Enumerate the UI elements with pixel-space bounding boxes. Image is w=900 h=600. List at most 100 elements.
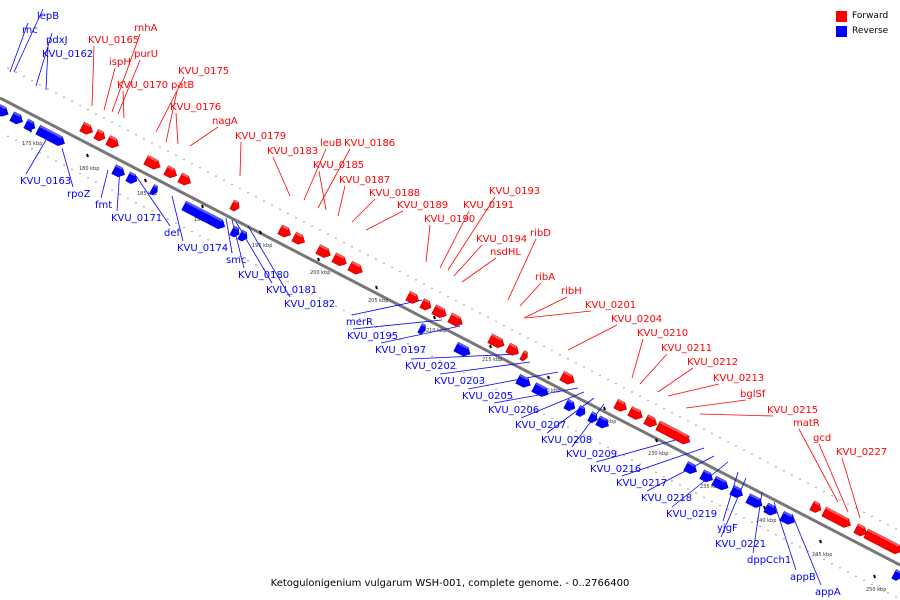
track-dot [199,166,201,169]
track-dot [679,484,681,486]
track-dot [671,411,673,414]
track-dot [639,395,641,397]
track-dot [791,542,793,544]
track-dot [127,197,129,200]
forward-gene-arrow [809,500,822,513]
reverse-label: appA [815,587,841,598]
track-dot [695,492,697,494]
tick-mark [603,406,606,411]
track-dot [375,258,377,260]
forward-leader-line [111,33,141,113]
track-dot [839,499,841,501]
track-dot [751,521,753,524]
track-dot [751,453,753,456]
track-dot [191,230,193,233]
forward-leader-line [567,324,618,351]
tick-mark [763,505,766,510]
track-dot [415,347,417,349]
track-dot [823,490,825,493]
tick-label: 250 kbp [866,587,886,593]
track-dot [863,511,865,514]
reverse-gene-arrow [417,323,426,335]
reverse-gene-arrow [35,124,65,146]
forward-gene-arrow [519,350,528,362]
legend-label-forward: Forward [852,11,889,21]
forward-gene-arrow [229,199,240,212]
forward-label: purU [134,49,158,60]
track-dot [335,237,337,240]
forward-leader-line [122,90,125,119]
track-dot [7,67,9,69]
track-dot [471,376,473,378]
track-dot [687,420,689,422]
track-dot [735,445,737,447]
reverse-gene-arrow [0,102,9,117]
track-dot [823,558,825,561]
forward-leader-line [699,413,774,417]
forward-leader-line [461,257,497,283]
track-dot [519,401,521,403]
reverse-gene-arrow [699,469,713,483]
track-dot [623,454,625,457]
track-dot [39,83,41,86]
track-dot [543,413,545,416]
track-dot [31,147,33,150]
track-dot [703,496,705,499]
forward-label: KVU_0185 [313,160,364,171]
tick-label: 180 kbp [79,166,99,172]
track-dot [511,396,513,399]
forward-gene-arrow [105,135,119,149]
track-dot [487,316,489,319]
track-dot [271,272,273,274]
track-dot [391,266,393,269]
track-dot [255,196,257,198]
reverse-leader-line [791,513,822,586]
reverse-label: KVU_0217 [616,478,667,489]
track-dot [503,324,505,327]
track-dot [575,362,577,364]
track-dot [399,270,401,273]
forward-label: KVU_0170 [117,80,168,91]
forward-label: KVU_0210 [637,328,688,339]
track-dot [199,234,201,237]
forward-leader-line [91,45,95,107]
reverse-gene-arrow [181,200,226,230]
forward-leader-line [318,170,327,211]
reverse-label: KVU_0162 [42,49,93,60]
track-dot [423,351,425,353]
track-dot [479,312,481,314]
track-dot [175,222,177,225]
track-dot [551,349,553,352]
track-dot [815,554,817,557]
forward-leader-line [639,353,668,385]
forward-gene-arrow [143,154,161,170]
tick-label: 245 kbp [812,552,832,558]
forward-leader-line [525,310,592,319]
track-dot [359,318,361,320]
forward-label: KVU_0179 [235,131,286,142]
track-dot [447,295,449,298]
track-dot [167,218,169,220]
track-dot [279,276,281,279]
reverse-label: rpoZ [67,189,91,200]
forward-label: KVU_0212 [687,357,738,368]
reverse-leader-line [439,361,531,375]
track-dot [559,353,561,356]
track-dot [359,250,361,252]
reverse-gene-arrow [711,475,729,491]
track-dot [279,208,281,211]
track-dot [103,117,105,119]
track-dot [407,274,409,277]
track-dot [15,139,17,142]
tick-label: 240 kbp [756,518,776,524]
forward-leader-line [447,196,496,271]
track-dot [855,507,857,509]
track-dot [391,334,393,337]
reverse-label: rnc [22,25,38,36]
reverse-gene-arrow [563,398,576,412]
track-dot [599,442,601,445]
track-dot [727,508,729,511]
reverse-label: pdxJ [46,35,68,46]
track-dot [759,457,761,460]
